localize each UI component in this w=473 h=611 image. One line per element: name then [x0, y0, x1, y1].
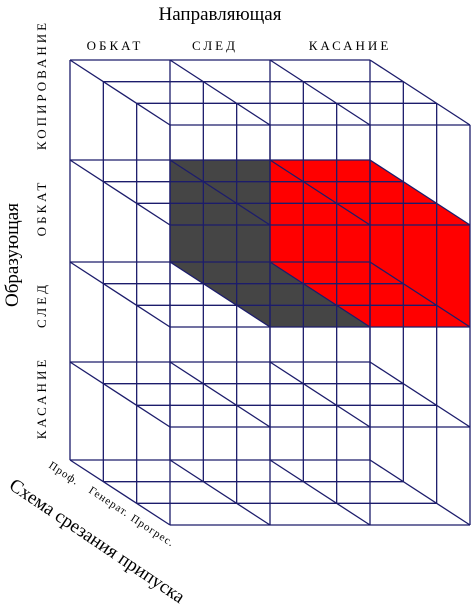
grid-line	[169, 361, 271, 428]
row-label: КАСАНИЕ	[34, 357, 49, 440]
grid-line	[269, 59, 371, 126]
grid-line	[369, 59, 471, 126]
grid-line	[169, 159, 271, 226]
grid-line	[269, 361, 371, 428]
grid-line	[69, 361, 171, 428]
grid-line	[69, 459, 171, 526]
grid-line	[169, 59, 271, 126]
grid-line	[369, 159, 471, 226]
column-label: КАСАНИЕ	[309, 38, 392, 53]
top-title: Направляющая	[159, 4, 282, 25]
grid-line	[269, 261, 371, 328]
row-label: СЛЕД	[34, 282, 49, 328]
grid-line	[69, 159, 171, 226]
row-label: КОПИРОВАНИЕ	[34, 20, 49, 150]
side-title: Образующая	[2, 203, 23, 307]
grid-line	[69, 261, 171, 328]
grid-line	[69, 59, 171, 126]
grid-line	[269, 459, 371, 526]
grid-line	[369, 459, 471, 526]
column-label: СЛЕД	[192, 38, 238, 53]
grid-line	[269, 159, 371, 226]
column-label: ОБКАТ	[87, 38, 144, 53]
grid-line	[169, 261, 271, 328]
grid-line	[369, 261, 471, 328]
row-label: ОБКАТ	[34, 180, 49, 237]
grid-line	[169, 459, 271, 526]
depth-label: Генерат.	[86, 484, 131, 519]
grid-line	[369, 361, 471, 428]
